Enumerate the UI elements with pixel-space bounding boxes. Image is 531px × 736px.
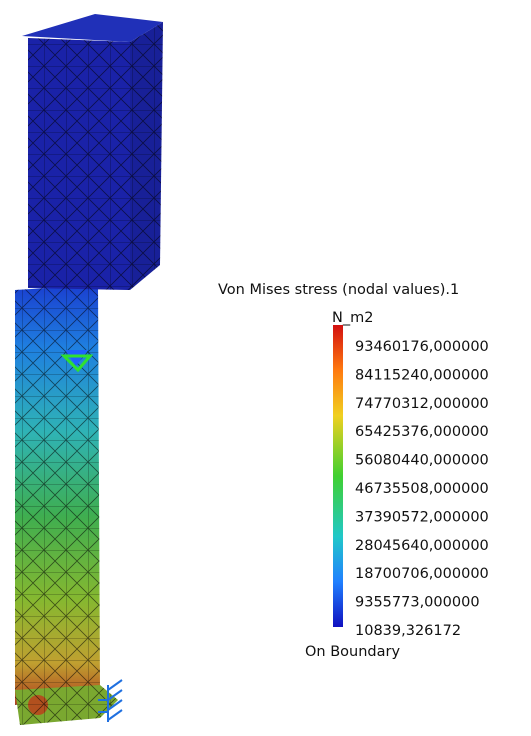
legend-footer: On Boundary xyxy=(305,644,400,660)
legend-label: 65425376,000000 xyxy=(355,424,489,440)
legend-label: 28045640,000000 xyxy=(355,538,489,554)
legend: Von Mises stress (nodal values).1 N_m2 O… xyxy=(218,282,489,660)
legend-label: 84115240,000000 xyxy=(355,367,489,383)
legend-label: 9355773,000000 xyxy=(355,595,480,611)
legend-unit: N_m2 xyxy=(332,310,373,326)
fea-model xyxy=(15,14,163,725)
legend-label: 74770312,000000 xyxy=(355,396,489,412)
legend-label: 18700706,000000 xyxy=(355,566,489,582)
screenshot: Von Mises stress (nodal values).1 N_m2 O… xyxy=(0,0,531,736)
legend-label: 56080440,000000 xyxy=(355,453,489,469)
legend-label: 46735508,000000 xyxy=(355,481,489,497)
legend-title: Von Mises stress (nodal values).1 xyxy=(218,282,459,298)
color-bar xyxy=(333,325,343,627)
legend-label: 10839,326172 xyxy=(355,623,461,639)
legend-label: 93460176,000000 xyxy=(355,339,489,355)
viewport: Von Mises stress (nodal values).1 N_m2 O… xyxy=(0,0,531,736)
legend-label: 37390572,000000 xyxy=(355,509,489,525)
